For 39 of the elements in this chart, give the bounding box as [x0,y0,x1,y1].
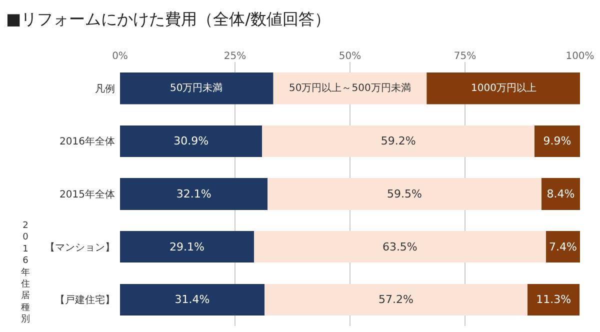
data-label: 31.4% [174,293,210,306]
chart-title: ■リフォームにかけた費用（全体/数値回答） [6,9,331,28]
data-label: 9.9% [543,134,572,148]
y-tick-label: 2016年全体 [60,136,115,148]
bar [120,125,262,158]
bar [268,178,542,210]
data-label: 59.5% [387,188,422,200]
y-tick-label: 【戸建住宅】 [55,294,115,306]
x-tick-label: 25% [224,51,246,62]
text: 2016年住居種別 [21,221,30,325]
data-label: 32.1% [176,188,212,200]
bar [534,125,580,158]
data-label: 57.2% [378,293,414,306]
x-tick-label: 0% [112,51,128,62]
bar [120,284,264,316]
x-tick-label: 75% [454,51,476,62]
legend-title: 凡例 [95,84,115,95]
x-tick-label: 50% [338,51,362,62]
bar [546,230,580,263]
bar [541,178,580,210]
bar [120,178,268,210]
data-label: 29.1% [169,240,204,254]
x-tick-label: 100% [566,51,594,62]
data-label: 8.4% [546,188,575,200]
data-label: 59.2% [380,134,416,148]
data-label: 11.3% [536,293,572,306]
bar [120,230,254,263]
text: 1000万円以上 [471,82,536,94]
bar [262,125,534,158]
y-tick-label: 2015年全体 [60,188,115,200]
y-tick-label: 【マンション】 [45,241,115,254]
bar [528,284,580,316]
bar [254,230,546,263]
data-label: 63.5% [382,240,418,254]
text: 50万円未満 [170,82,223,94]
data-label: 7.4% [549,240,577,254]
text: 50万円以上～500万円未満 [289,82,411,94]
bar [264,284,528,316]
data-label: 30.9% [174,134,209,148]
